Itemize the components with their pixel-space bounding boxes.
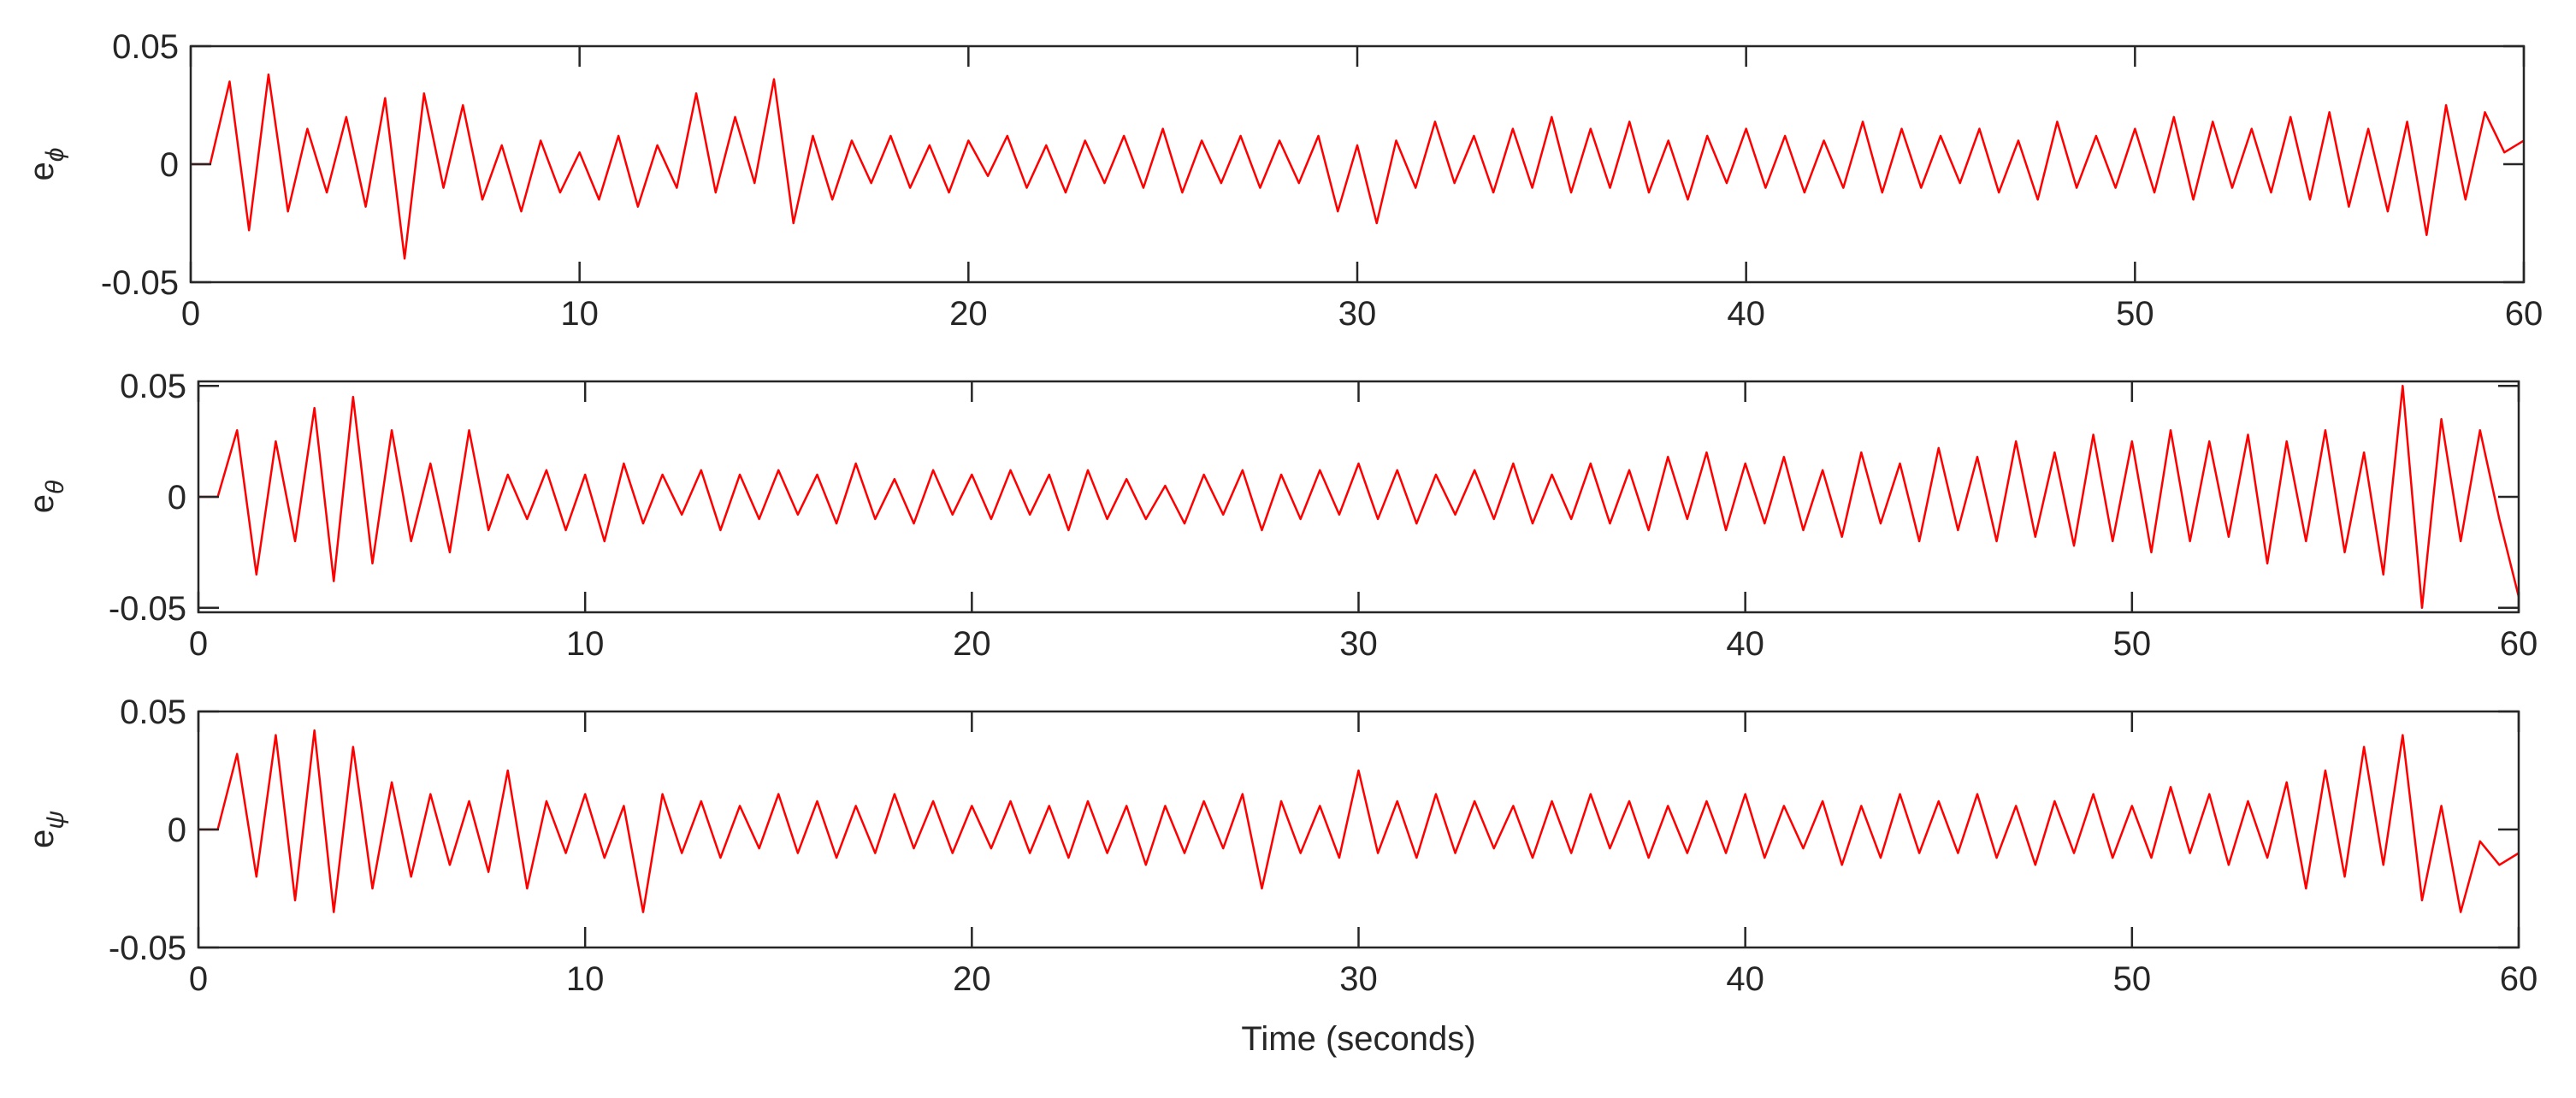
- axis-box: [189, 44, 2526, 284]
- x-tick-label: 30: [1338, 295, 1377, 333]
- x-tick-label: 30: [1339, 960, 1378, 998]
- y-label-subscript: θ: [41, 480, 69, 494]
- x-tick-label: 10: [566, 625, 605, 663]
- y-label-base: e: [23, 162, 61, 180]
- x-tick-label: 60: [2500, 625, 2538, 663]
- x-tick-label: 20: [953, 625, 991, 663]
- y-tick-label: -0.05: [101, 264, 179, 302]
- axis-box: [197, 380, 2520, 614]
- data-line: [198, 384, 2519, 610]
- data-line: [198, 729, 2519, 913]
- y-tick-label: 0: [160, 146, 179, 184]
- x-tick-label: 40: [1726, 625, 1764, 663]
- y-label-subscript: ϕ: [41, 148, 69, 162]
- y-tick-label: -0.05: [109, 930, 186, 967]
- y-axis-label: eθ: [23, 480, 69, 513]
- x-tick-label: 50: [2113, 625, 2152, 663]
- plot-area: [198, 384, 2519, 610]
- x-axis-label: Time (seconds): [1241, 1020, 1475, 1058]
- y-tick-label: 0.05: [120, 368, 186, 405]
- x-tick-label: 0: [189, 960, 208, 998]
- x-tick-label: 40: [1726, 960, 1764, 998]
- y-label-base: e: [23, 494, 61, 513]
- plot-area: [198, 729, 2519, 913]
- plot-area: [191, 73, 2524, 260]
- x-tick-label: 20: [949, 295, 988, 333]
- x-tick-label: 10: [566, 960, 605, 998]
- axis-box: [197, 710, 2520, 949]
- y-label-base: e: [23, 829, 61, 848]
- y-axis-label: eψ: [23, 811, 69, 848]
- data-line: [191, 73, 2524, 260]
- x-tick-label: 20: [953, 960, 991, 998]
- y-axis-label: eϕ: [23, 148, 69, 181]
- y-tick-label: 0: [168, 812, 186, 849]
- y-tick-label: 0.05: [120, 694, 186, 731]
- y-tick-label: 0: [168, 479, 186, 517]
- x-tick-label: 50: [2113, 960, 2152, 998]
- y-label-subscript: ψ: [41, 811, 69, 829]
- x-tick-label: 0: [189, 625, 208, 663]
- x-tick-label: 10: [560, 295, 599, 333]
- x-tick-label: 50: [2116, 295, 2154, 333]
- x-tick-label: 0: [181, 295, 200, 333]
- x-tick-label: 60: [2505, 295, 2544, 333]
- x-tick-label: 60: [2500, 960, 2538, 998]
- x-tick-label: 40: [1727, 295, 1765, 333]
- y-tick-label: 0.05: [112, 28, 179, 66]
- x-tick-label: 30: [1339, 625, 1378, 663]
- y-tick-label: -0.05: [109, 590, 186, 628]
